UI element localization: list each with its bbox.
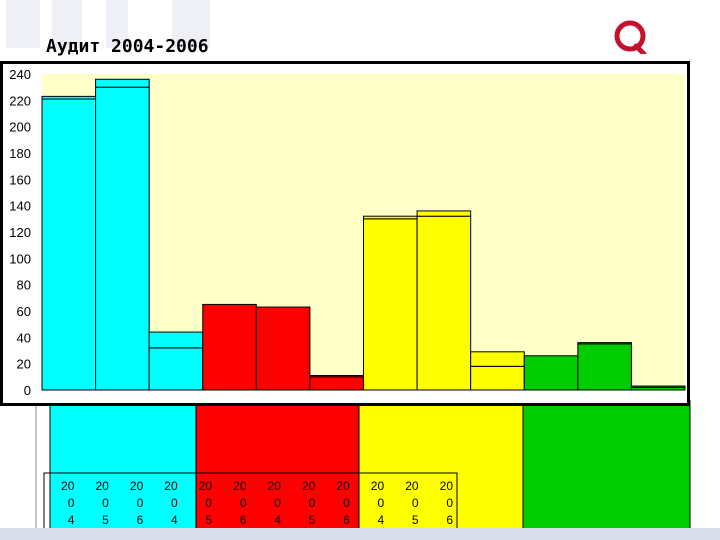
bar-main: [470, 365, 525, 391]
x-tick-label: 0: [309, 496, 316, 510]
bar-main: [95, 86, 150, 391]
bar-cap: [41, 95, 97, 100]
x-tick-label: 5: [309, 513, 316, 527]
y-tick-label: 80: [17, 278, 31, 293]
bar-cap: [363, 215, 418, 220]
x-tick-label: 0: [377, 496, 384, 510]
bar-cap: [630, 385, 686, 388]
x-tick-label: 5: [102, 513, 109, 527]
x-tick-label: 20: [95, 479, 109, 493]
y-tick-label: 160: [9, 172, 31, 187]
x-tick-label: 6: [446, 513, 453, 527]
x-tick-label: 0: [68, 496, 75, 510]
page-title: Аудит 2004-2006: [46, 36, 209, 57]
x-tick-label: 20: [130, 479, 144, 493]
header-decoration: [172, 0, 210, 48]
x-tick-label: 0: [343, 496, 350, 510]
x-tick-label: 0: [446, 496, 453, 510]
header-decoration: [106, 0, 128, 48]
y-tick-label: 140: [9, 199, 31, 214]
bar-chart: 0 20 40 60 80 100 120 140 160 180 200 220 240: [0, 61, 690, 406]
bar-cap: [577, 342, 632, 345]
y-tick-label: 120: [9, 225, 31, 240]
x-tick-label: 20: [336, 479, 350, 493]
x-tick-label: 0: [102, 496, 109, 510]
y-tick-label: 200: [9, 120, 31, 135]
y-tick-label: 100: [9, 251, 31, 266]
x-tick-label: 4: [377, 513, 384, 527]
x-tick-label: 4: [68, 513, 75, 527]
bar-cap: [416, 210, 472, 217]
x-tick-label: 20: [440, 479, 454, 493]
bar-main: [309, 376, 364, 391]
y-tick-label: 40: [17, 330, 31, 345]
x-tick-label: 0: [171, 496, 178, 510]
bar-main: [202, 303, 257, 391]
y-tick-label: 60: [17, 304, 31, 319]
bottom-strip: [0, 528, 720, 540]
header-decoration: [52, 0, 82, 48]
y-tick-label: 180: [9, 146, 31, 161]
bar-cap: [309, 375, 364, 378]
y-tick-label: 220: [9, 93, 31, 108]
x-tick-label: 4: [171, 513, 178, 527]
bar-cap: [148, 331, 204, 349]
x-tick-label: 0: [240, 496, 247, 510]
bar-main: [577, 343, 632, 391]
x-tick-label: 6: [343, 513, 350, 527]
x-tick-label: 5: [412, 513, 419, 527]
x-tick-label: 0: [274, 496, 281, 510]
band-green: [522, 400, 691, 540]
y-tick-label: 20: [17, 357, 31, 372]
band-cyan: [49, 400, 197, 540]
bar-main: [41, 98, 97, 391]
x-tick-label: 0: [205, 496, 212, 510]
bar-main: [255, 306, 311, 391]
y-tick-label: 240: [9, 67, 31, 82]
x-tick-label: 20: [371, 479, 385, 493]
company-logo: [588, 20, 696, 66]
x-tick-label: 6: [137, 513, 144, 527]
bar-main: [416, 215, 472, 391]
bar-main: [523, 355, 579, 391]
x-tick-label: 0: [412, 496, 419, 510]
x-tick-label: 0: [137, 496, 144, 510]
bar-cap: [470, 351, 525, 367]
x-tick-label: 20: [233, 479, 247, 493]
x-tick-label: 6: [240, 513, 247, 527]
x-tick-label: 4: [274, 513, 281, 527]
y-tick-label: 0: [24, 383, 31, 398]
x-tick-label: 20: [302, 479, 316, 493]
band-yellow: [358, 400, 524, 540]
bar-cap: [95, 78, 150, 88]
x-tick-label: 20: [405, 479, 419, 493]
bar-main: [148, 347, 204, 391]
header-decoration: [6, 0, 40, 48]
x-tick-label: 20: [61, 479, 75, 493]
bar-main: [363, 218, 418, 391]
x-tick-label: 20: [268, 479, 282, 493]
x-tick-label: 20: [199, 479, 213, 493]
category-bands: 20 0 4 20 0 5 20 0 6 20 0 4 20 0 5 20 0 6 20 0 4 20 0 5 20 0 6 20 0 4…: [35, 400, 691, 540]
x-tick-label: 5: [205, 513, 212, 527]
x-tick-label: 20: [164, 479, 178, 493]
